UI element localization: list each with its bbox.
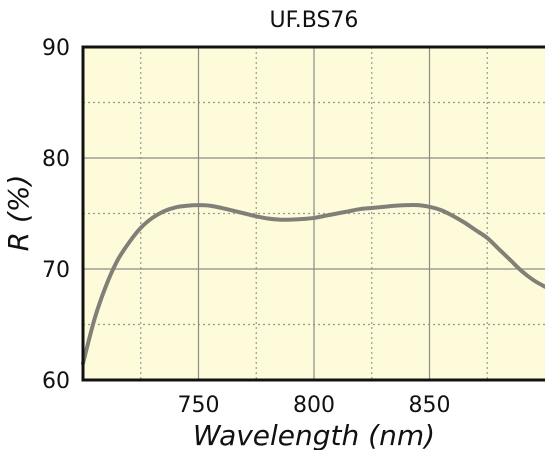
y-axis-label: R (%) [2, 175, 35, 252]
y-axis-label-unit: (%) [2, 175, 35, 232]
x-tick-label: 800 [293, 393, 335, 418]
series-line [81, 203, 545, 366]
x-tick-label: 850 [409, 393, 451, 418]
x-tick-labels: 750 800 850 [178, 393, 451, 418]
y-tick-label: 80 [42, 147, 70, 172]
chart-title: UF.BS76 [270, 8, 359, 33]
grid [83, 47, 545, 380]
y-tick-label: 60 [42, 369, 70, 394]
x-axis-label: Wavelength (nm) [193, 419, 435, 450]
plot-frame [81, 45, 545, 382]
x-tick-label: 750 [178, 393, 220, 418]
y-tick-label: 70 [42, 258, 70, 283]
y-tick-labels: 60 70 80 90 [42, 36, 70, 394]
y-axis-label-variable: R [2, 232, 35, 251]
y-tick-label: 90 [42, 36, 70, 61]
